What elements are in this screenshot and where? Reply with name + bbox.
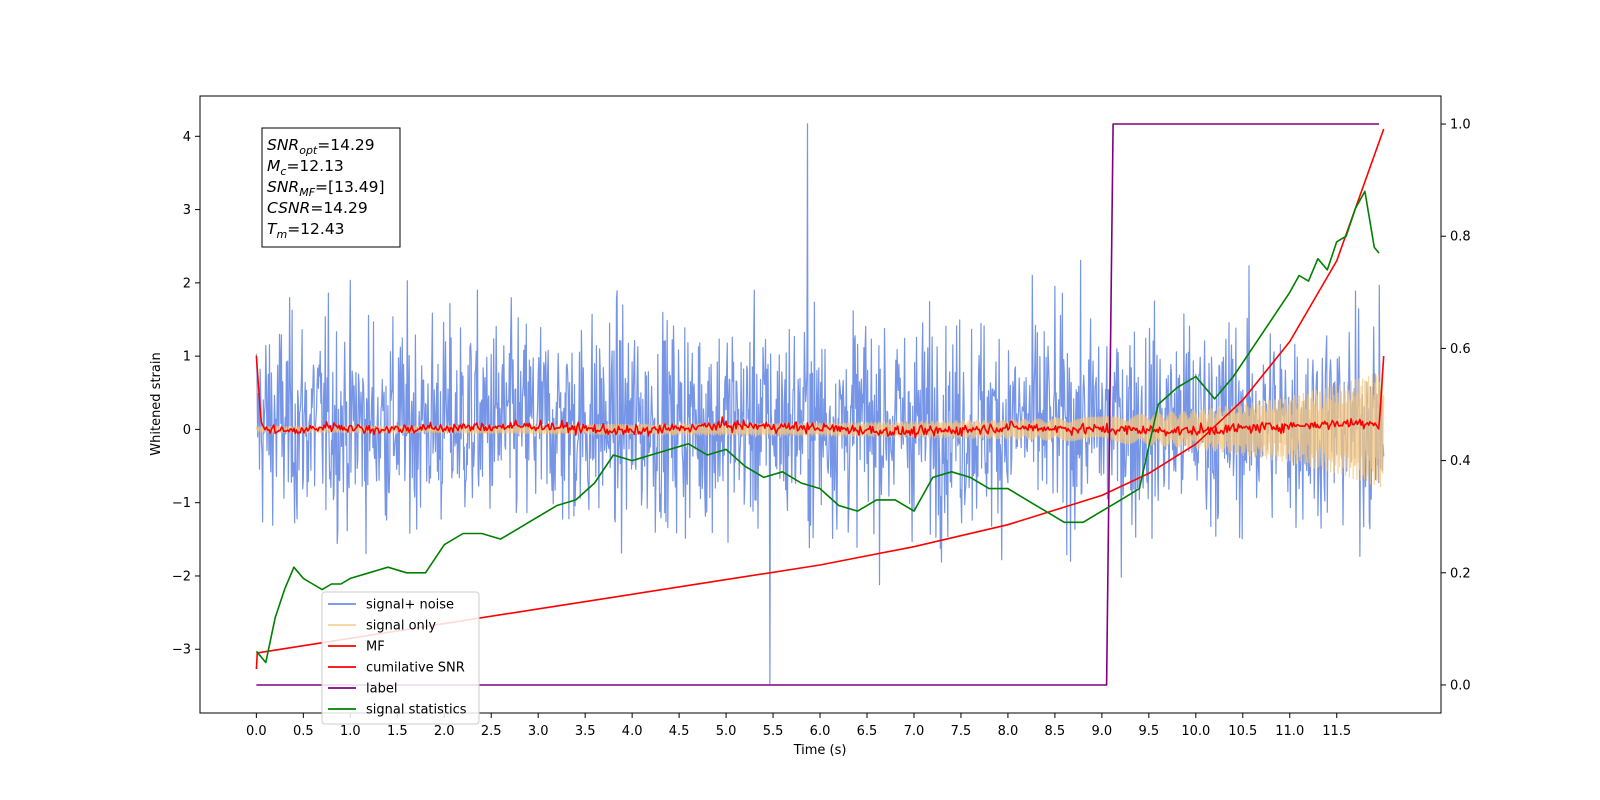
x-tick-label: 3.0 [528,724,549,739]
x-tick-label: 4.0 [622,724,643,739]
legend-frame [321,591,480,725]
y-tick-label: 0 [183,423,191,438]
x-tick-label: 7.5 [951,724,972,739]
x-tick-label: 6.5 [857,724,878,739]
x-tick-label: 4.5 [669,724,690,739]
series-label-line [256,123,1379,686]
y-right-tick-label: 0.0 [1450,678,1471,693]
x-tick-label: 0.0 [246,724,267,739]
x-tick-label: 9.5 [1138,724,1159,739]
x-tick-label: 10.0 [1181,724,1210,739]
x-tick-label: 10.5 [1228,724,1257,739]
x-axis-ticks: 0.0 0.5 1.0 1.5 2.0 2.5 3.0 3.5 4.0 4.5 5.0 5.5 6.0 6… [246,713,1351,739]
y-axis-label: Whitened strain [149,352,164,455]
y-tick-label: −1 [172,496,191,511]
annotation-line: Tm=12.43 [267,220,345,241]
x-tick-label: 7.0 [904,724,925,739]
y-tick-label: 4 [183,130,191,145]
x-tick-label: 1.0 [340,724,361,739]
legend-label-label: label [366,682,397,697]
x-tick-label: 8.0 [998,724,1019,739]
y-right-tick-label: 0.2 [1450,566,1471,581]
series-signal-statistics-line [255,190,1380,664]
x-tick-label: 3.5 [575,724,596,739]
legend: signal+ noise signal only MF cumilative SNR… [321,591,480,725]
x-tick-label: 6.0 [810,724,831,739]
y-tick-label: 3 [183,203,191,218]
annotation-line: SNRopt=14.29 [267,136,375,157]
annotation-line: Mc=12.13 [267,157,344,178]
legend-label-signal-statistics: signal statistics [366,703,467,718]
series-mf-line [255,356,1385,439]
x-axis-label: Time (s) [793,743,847,758]
legend-label-signal-noise: signal+ noise [366,598,454,613]
y-right-tick-label: 0.6 [1450,342,1471,357]
series-signal-only-line [255,370,1385,488]
y-right-tick-label: 1.0 [1450,118,1471,133]
y-axis-ticks: −3 −2 −1 0 1 2 3 4 [172,130,200,658]
x-tick-label: 2.0 [434,724,455,739]
annotation-frame [261,127,401,248]
x-tick-label: 8.5 [1045,724,1066,739]
y-right-tick-label: 0.8 [1450,230,1471,245]
annotation-box: SNRopt=14.29Mc=12.13SNRMF=[13.49]CSNR=14… [261,127,401,248]
legend-label-cumilative-snr: cumilative SNR [366,661,465,676]
y-tick-label: −2 [172,569,191,584]
x-tick-label: 9.0 [1092,724,1113,739]
x-tick-label: 5.0 [716,724,737,739]
y-tick-label: 1 [183,350,191,365]
x-tick-label: 0.5 [293,724,314,739]
annotation-line: SNRMF=[13.49] [267,178,385,199]
y-tick-label: 2 [183,276,191,291]
legend-label-mf: MF [366,640,385,655]
x-tick-label: 11.5 [1322,724,1351,739]
legend-label-signal-only: signal only [366,619,436,634]
x-tick-label: 5.5 [763,724,784,739]
x-tick-label: 11.0 [1275,724,1304,739]
y-right-tick-label: 0.4 [1450,454,1471,469]
x-tick-label: 2.5 [481,724,502,739]
annotation-line: CSNR=14.29 [267,199,368,217]
y-tick-label: −3 [172,643,191,658]
y-right-axis-ticks: 0.0 0.2 0.4 0.6 0.8 1.0 [1441,118,1471,693]
x-tick-label: 1.5 [387,724,408,739]
